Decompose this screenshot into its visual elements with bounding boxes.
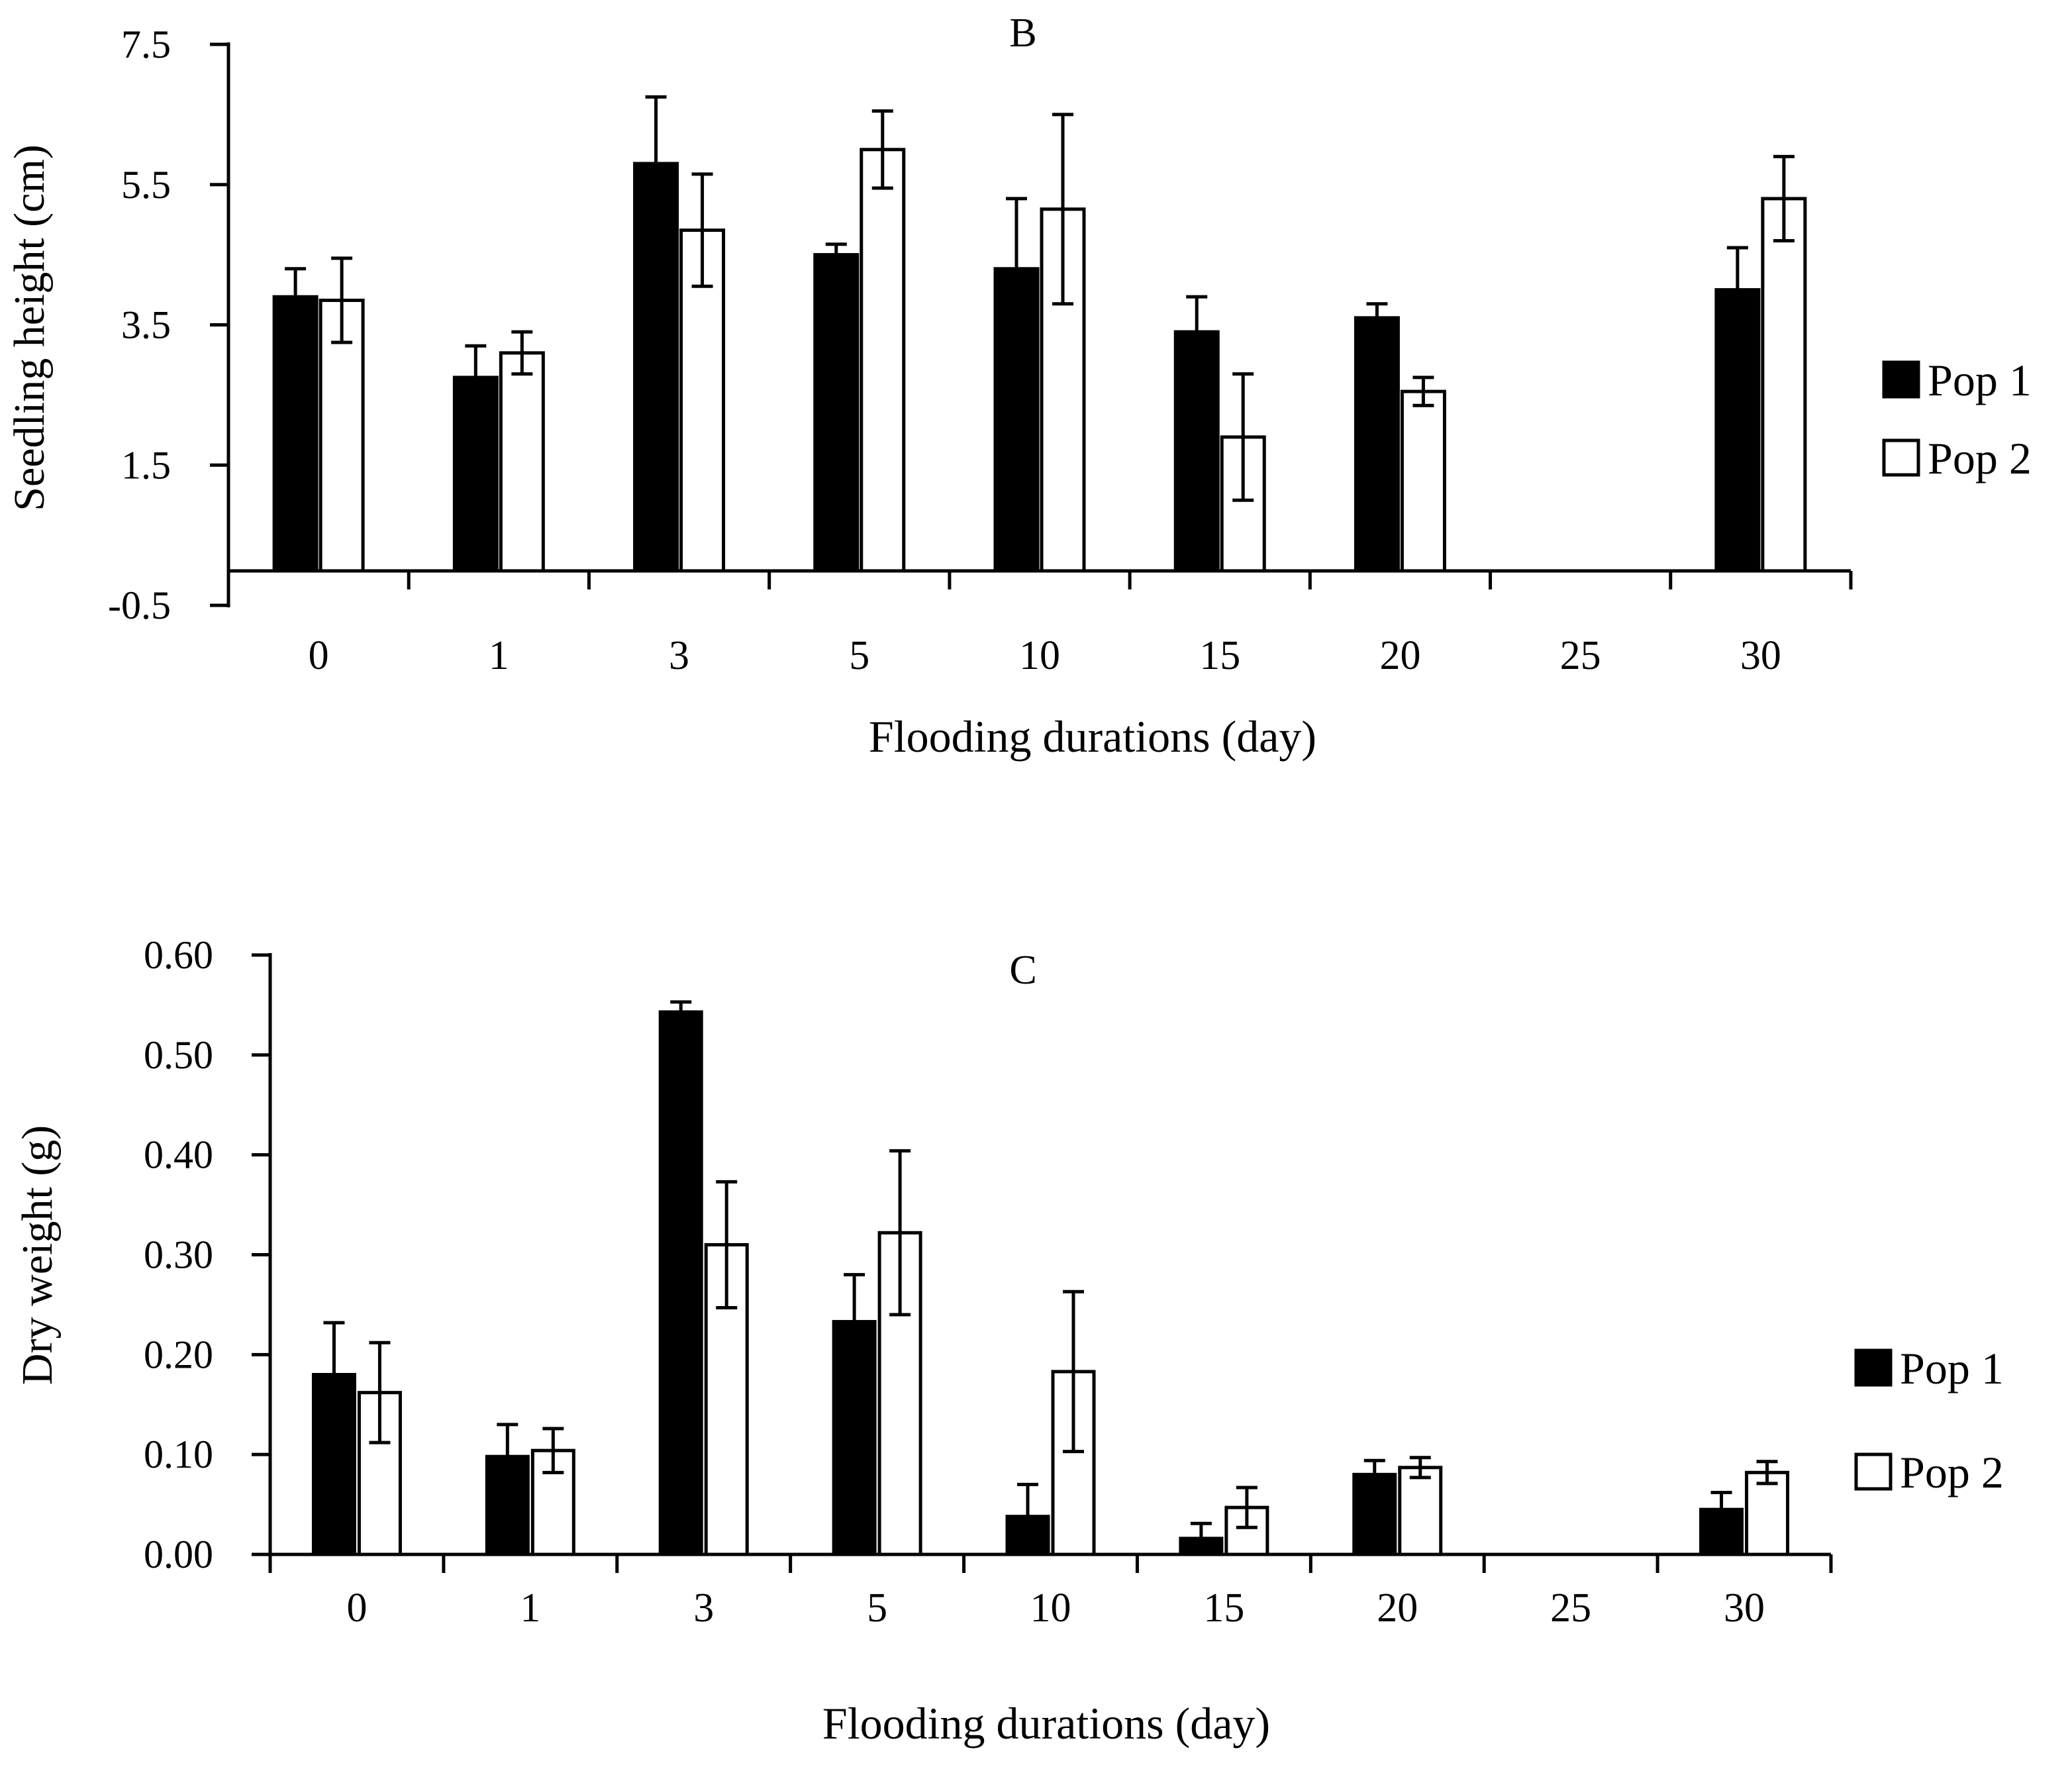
x-tick-label: 5 — [867, 1586, 887, 1631]
x-tick-label: 5 — [849, 633, 869, 678]
y-tick-label: 0.60 — [144, 933, 213, 977]
x-ticks: 0 1 3 5 10 15 20 25 30 — [226, 571, 1853, 678]
legend-swatch — [1882, 438, 1920, 477]
x-tick-label: 10 — [1019, 633, 1060, 678]
x-axis-label: Flooding durations (day) — [822, 1698, 1270, 1748]
y-axis-label: Dry weight (g) — [13, 1125, 62, 1385]
bar-pop2-20 — [1398, 1466, 1443, 1556]
error-bars — [285, 95, 1795, 502]
legend-swatch — [1854, 1348, 1893, 1387]
y-tick-label: 0.10 — [144, 1433, 213, 1476]
x-tick-label: 3 — [693, 1586, 714, 1631]
bars — [311, 1010, 1790, 1556]
y-tick-label: 7.5 — [121, 23, 171, 66]
x-tick-label: 30 — [1740, 633, 1781, 678]
bar-pop2-5 — [860, 148, 906, 573]
bar-pop1-20 — [1354, 316, 1400, 573]
legend: Pop 1 Pop 2 — [1854, 1343, 2004, 1497]
y-tick-label: 0.50 — [144, 1033, 213, 1077]
legend-label: Pop 2 — [1928, 433, 2032, 483]
x-tick-label: 25 — [1560, 633, 1601, 678]
y-ticks: -0.5 1.5 3.5 5.5 7.5 — [108, 23, 228, 627]
legend-label: Pop 2 — [1900, 1447, 2004, 1497]
axes — [226, 42, 1851, 607]
bar-pop1-5 — [813, 253, 860, 573]
chart-panel-c: C Dry weight (g) Flooding durations (day… — [13, 933, 2004, 1748]
x-tick-label: 30 — [1724, 1586, 1765, 1631]
y-axis-label: Seedling height (cm) — [5, 144, 54, 511]
bar-pop2-30 — [1761, 197, 1807, 573]
chart-panel-b: B Seedling height (cm) Flooding duration… — [5, 11, 2032, 762]
legend-label: Pop 1 — [1900, 1343, 2004, 1393]
x-tick-label: 1 — [489, 633, 509, 678]
bar-pop2-20 — [1400, 389, 1446, 573]
x-axis-label: Flooding durations (day) — [869, 711, 1316, 762]
x-tick-label: 20 — [1379, 633, 1420, 678]
y-tick-label: 0.00 — [144, 1533, 213, 1576]
x-ticks: 0 1 3 5 10 15 20 25 30 — [268, 1554, 1833, 1631]
x-tick-label: 0 — [346, 1586, 367, 1631]
error-bars — [323, 1000, 1778, 1555]
x-tick-label: 3 — [669, 633, 689, 678]
y-tick-label: 1.5 — [121, 443, 171, 487]
bar-pop1-0 — [272, 295, 319, 573]
x-tick-label: 20 — [1377, 1586, 1418, 1631]
y-tick-label: 5.5 — [121, 163, 171, 207]
x-tick-label: 25 — [1550, 1586, 1591, 1631]
bar-pop1-3 — [658, 1010, 703, 1556]
x-tick-label: 0 — [309, 633, 329, 678]
x-tick-label: 15 — [1203, 1586, 1244, 1631]
y-ticks: 0.00 0.10 0.20 0.30 0.40 0.50 0.60 — [144, 933, 270, 1576]
y-tick-label: 3.5 — [121, 303, 171, 347]
chart-title: C — [1009, 948, 1036, 993]
x-tick-label: 15 — [1199, 633, 1240, 678]
y-tick-label: 0.40 — [144, 1133, 213, 1177]
bar-pop2-0 — [319, 298, 365, 573]
legend-swatch — [1854, 1452, 1893, 1491]
x-tick-label: 1 — [520, 1586, 540, 1631]
y-tick-label: 0.30 — [144, 1233, 213, 1277]
axes — [268, 953, 1831, 1556]
y-tick-label: -0.5 — [108, 583, 171, 627]
legend-swatch — [1882, 360, 1920, 399]
x-tick-label: 10 — [1030, 1586, 1071, 1631]
legend-label: Pop 1 — [1928, 355, 2032, 405]
chart-title: B — [1009, 11, 1036, 56]
legend: Pop 1 Pop 2 — [1882, 355, 2032, 483]
bar-pop2-1 — [499, 351, 545, 573]
y-tick-label: 0.20 — [144, 1333, 213, 1376]
